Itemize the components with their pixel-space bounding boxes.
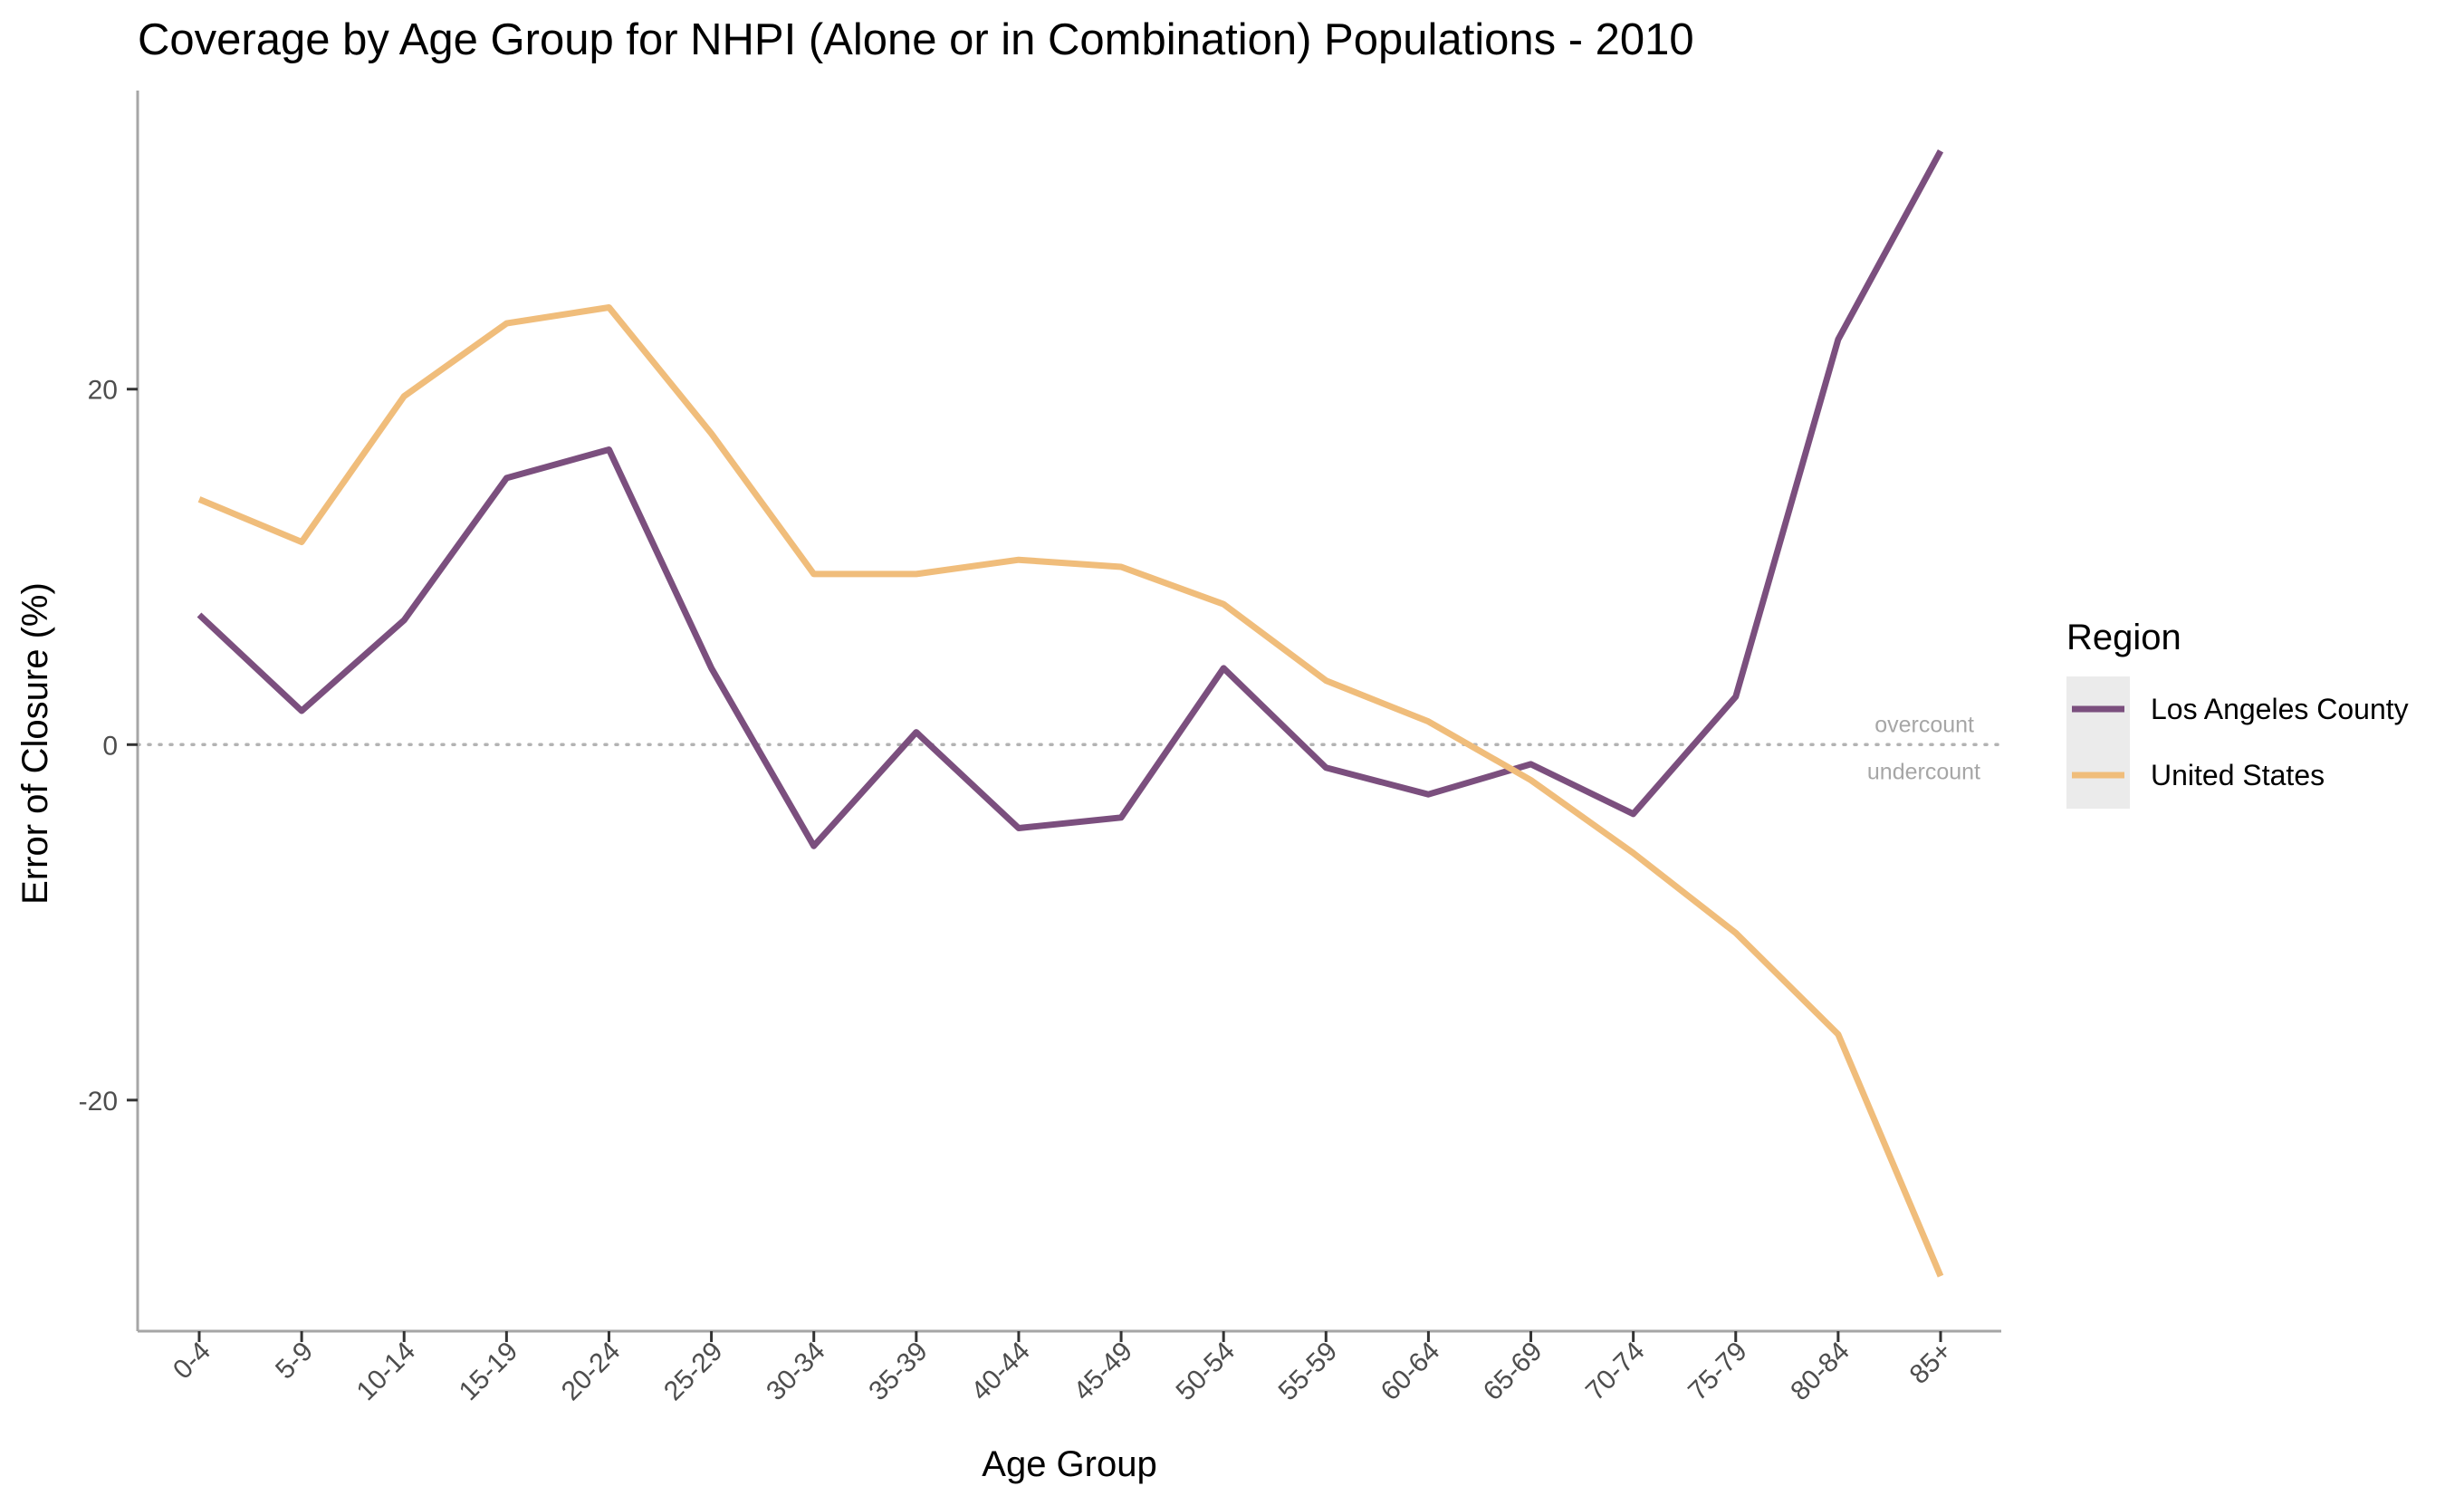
x-tick-label: 75-79: [1683, 1337, 1753, 1407]
chart-title: Coverage by Age Group for NHPI (Alone or…: [138, 15, 1694, 64]
series-line-0: [197, 149, 1944, 849]
y-tick-label: -20: [79, 1087, 118, 1117]
x-tick-label: 30-34: [761, 1337, 831, 1407]
legend-title: Region: [2066, 618, 2181, 657]
x-tick-label: 85+: [1904, 1337, 1958, 1390]
x-tick-label: 10-14: [351, 1337, 422, 1407]
x-tick-label: 40-44: [965, 1337, 1036, 1407]
y-axis-ticks: -20 0 20: [79, 376, 138, 1117]
overcount-label: overcount: [1874, 712, 1974, 737]
x-tick-label: 55-59: [1273, 1337, 1344, 1407]
reference-line-group: overcount undercount: [136, 712, 2003, 784]
x-tick-label: 50-54: [1171, 1337, 1242, 1407]
legend-label: Los Angeles County: [2151, 693, 2409, 725]
series-line-1: [197, 304, 1944, 1278]
legend: Region Los Angeles County United States: [2066, 618, 2409, 809]
x-tick-label: 65-69: [1478, 1337, 1548, 1407]
x-tick-label: 25-29: [658, 1337, 729, 1407]
y-tick-label: 0: [102, 731, 118, 761]
x-tick-label: 35-39: [863, 1337, 934, 1407]
x-tick-label: 15-19: [454, 1337, 524, 1407]
y-tick-label: 20: [88, 376, 118, 406]
x-tick-label: 45-49: [1068, 1337, 1138, 1407]
x-tick-label: 60-64: [1376, 1337, 1446, 1407]
x-tick-label: 5-9: [270, 1337, 319, 1385]
legend-label: United States: [2151, 759, 2325, 791]
legend-items: Los Angeles County United States: [2072, 693, 2409, 791]
legend-key-background: [2066, 676, 2130, 809]
x-tick-label: 70-74: [1580, 1337, 1651, 1407]
x-tick-label: 80-84: [1785, 1337, 1855, 1407]
undercount-label: undercount: [1867, 759, 1980, 784]
plot-area: overcount undercount -20 0 20 0-4 5-9 10-14 15…: [79, 91, 2003, 1406]
series-lines: [197, 149, 1944, 1278]
x-axis-title: Age Group: [982, 1444, 1156, 1484]
x-tick-label: 20-24: [556, 1337, 627, 1407]
x-tick-label: 0-4: [168, 1337, 216, 1385]
y-axis-title: Error of Closure (%): [15, 582, 55, 905]
x-axis-ticks: 0-4 5-9 10-14 15-19 20-24 25-29 30-34 35-39 40-4…: [168, 1331, 1958, 1406]
